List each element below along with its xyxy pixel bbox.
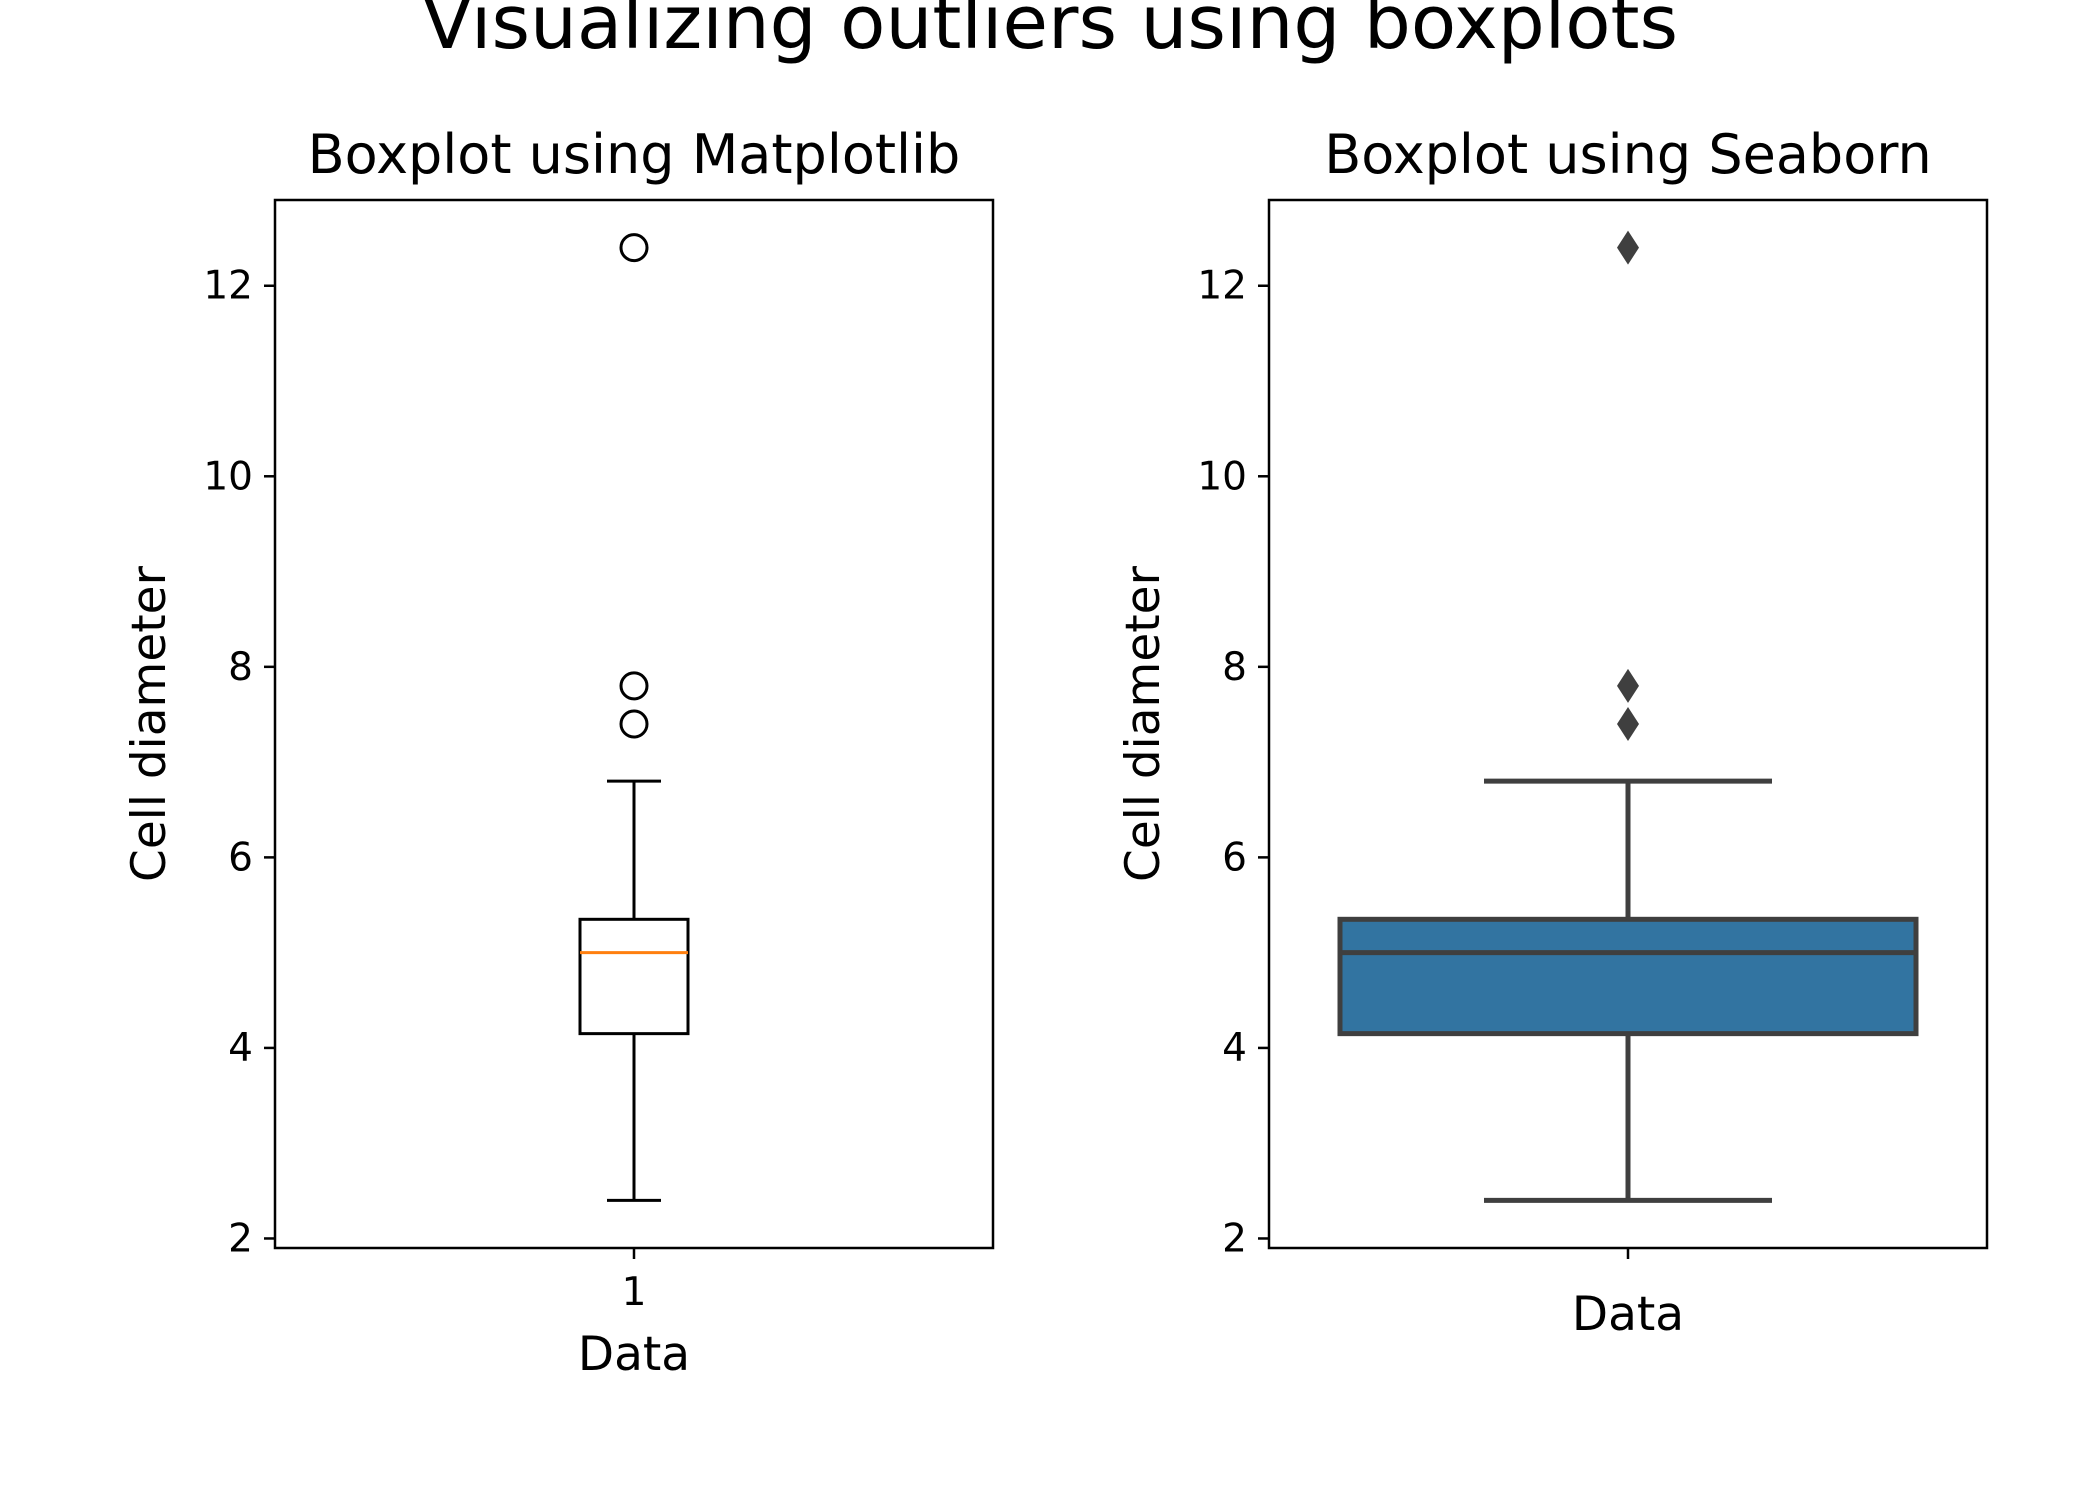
y-tick-label: 4 [228,1026,253,1071]
y-tick-label: 6 [228,835,253,880]
outlier-point [1617,707,1639,741]
y-tick-label: 12 [203,264,253,309]
subplots: Boxplot using Matplotlib 2 4 6 8 10 12 1 Data Cel… [122,123,1989,1382]
y-tick-label: 8 [1222,645,1247,690]
y-tick-label: 12 [1197,264,1247,309]
box-iqr [578,917,690,1036]
y-tick-label: 10 [203,454,253,499]
y-tick-label: 2 [1222,1216,1247,1261]
y-tick-label: 2 [228,1216,253,1261]
y-tick-label: 8 [228,645,253,690]
outlier-point [1617,668,1639,703]
x-axis-label: Data [1572,1287,1684,1342]
subplot-title: Boxplot using Matplotlib [308,123,961,186]
figure-title: Visualizing outliers using boxplots [422,0,1678,66]
x-tick-label: 1 [622,1270,647,1315]
subplot-2: Boxplot using Seaborn 2 4 6 8 10 12 Data Cell di… [1116,123,1989,1342]
subplot-title: Boxplot using Seaborn [1324,123,1931,186]
subplot-1: Boxplot using Matplotlib 2 4 6 8 10 12 1 Data Cel… [122,123,995,1382]
outlier-point [619,233,649,263]
y-tick-label: 4 [1222,1026,1247,1071]
y-tick-label: 6 [1222,835,1247,880]
outlier-point [619,709,649,739]
y-tick-label: 10 [1197,454,1247,499]
outlier-point [619,671,649,701]
outlier-point [1617,230,1639,265]
box-iqr [1337,916,1919,1037]
y-axis-label: Cell diameter [1116,565,1171,882]
x-axis-label: Data [578,1327,690,1382]
y-axis-label: Cell diameter [122,565,177,882]
